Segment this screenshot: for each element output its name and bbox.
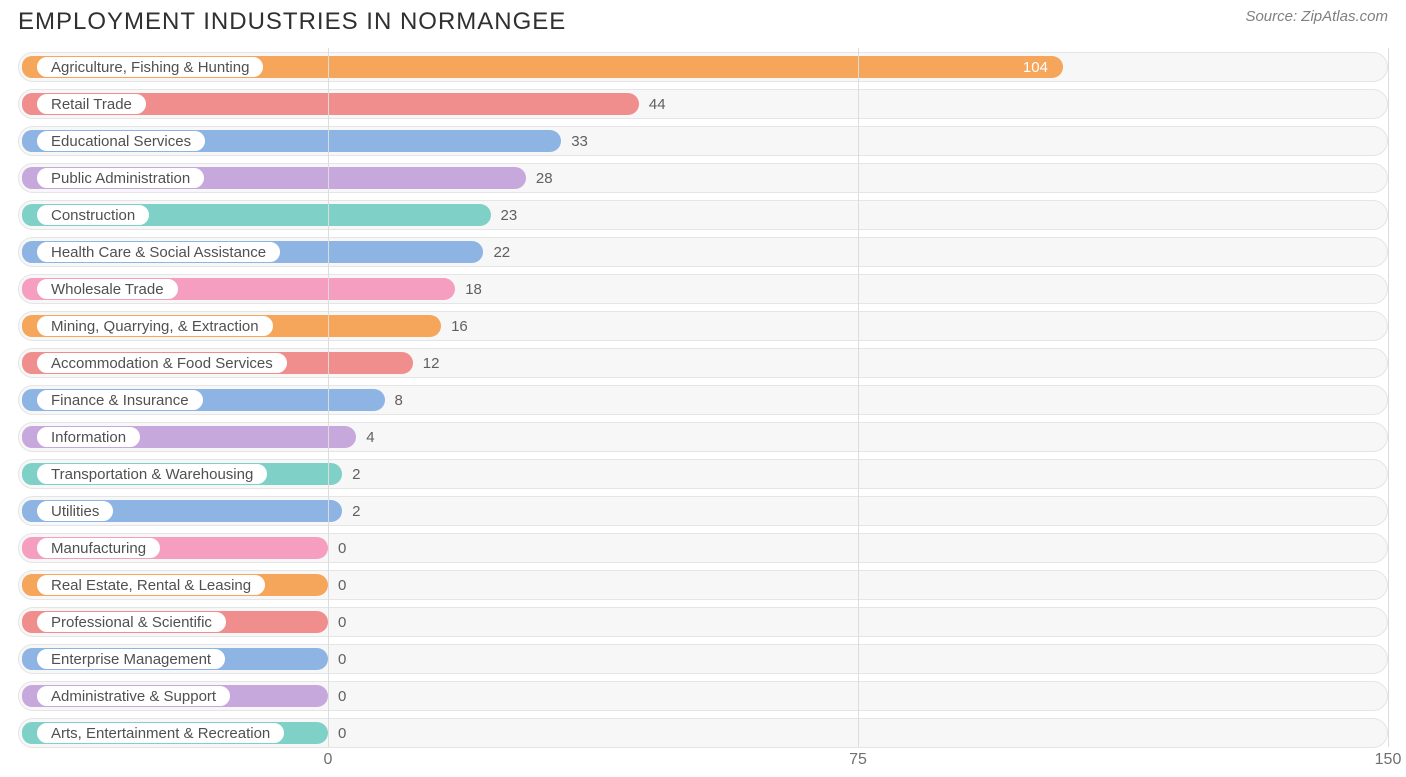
bar-value: 44: [649, 89, 666, 119]
chart-row: Manufacturing 0: [18, 533, 1388, 563]
bar-value: 2: [352, 496, 360, 526]
chart-area: Agriculture, Fishing & Hunting 104 Retail …: [18, 48, 1388, 747]
category-label: Transportation & Warehousing: [36, 463, 268, 485]
category-label: Retail Trade: [36, 93, 147, 115]
category-label: Public Administration: [36, 167, 205, 189]
category-label: Real Estate, Rental & Leasing: [36, 574, 266, 596]
bar-value: 33: [571, 126, 588, 156]
chart-row: Health Care & Social Assistance 22: [18, 237, 1388, 267]
category-label: Wholesale Trade: [36, 278, 179, 300]
category-label: Manufacturing: [36, 537, 161, 559]
category-label: Finance & Insurance: [36, 389, 204, 411]
chart-row: Public Administration 28: [18, 163, 1388, 193]
bar-value: 8: [395, 385, 403, 415]
bar-value: 0: [338, 644, 346, 674]
bar-value: 0: [338, 681, 346, 711]
chart-row: Real Estate, Rental & Leasing 0: [18, 570, 1388, 600]
category-label: Arts, Entertainment & Recreation: [36, 722, 285, 744]
category-label: Information: [36, 426, 141, 448]
chart-source: Source: ZipAtlas.com: [1245, 8, 1388, 25]
bar-value: 2: [352, 459, 360, 489]
bar-value: 0: [338, 607, 346, 637]
category-label: Administrative & Support: [36, 685, 231, 707]
bar-value: 0: [338, 718, 346, 748]
gridline: [858, 48, 859, 747]
chart-row: Enterprise Management 0: [18, 644, 1388, 674]
chart-row: Mining, Quarrying, & Extraction 16: [18, 311, 1388, 341]
chart-row: Finance & Insurance 8: [18, 385, 1388, 415]
bar-value: 0: [338, 570, 346, 600]
bar-value: 12: [423, 348, 440, 378]
category-label: Agriculture, Fishing & Hunting: [36, 56, 264, 78]
x-tick-label: 0: [324, 751, 333, 769]
chart-row: Wholesale Trade 18: [18, 274, 1388, 304]
chart-row: Agriculture, Fishing & Hunting 104: [18, 52, 1388, 82]
category-label: Health Care & Social Assistance: [36, 241, 281, 263]
chart-title: EMPLOYMENT INDUSTRIES IN NORMANGEE: [18, 8, 566, 36]
category-label: Accommodation & Food Services: [36, 352, 288, 374]
bar-value: 0: [338, 533, 346, 563]
category-label: Professional & Scientific: [36, 611, 227, 633]
chart-row: Utilities 2: [18, 496, 1388, 526]
category-label: Enterprise Management: [36, 648, 226, 670]
category-label: Utilities: [36, 500, 114, 522]
chart-rows: Agriculture, Fishing & Hunting 104 Retail …: [18, 48, 1388, 748]
chart-row: Educational Services 33: [18, 126, 1388, 156]
gridline: [328, 48, 329, 747]
bar-value: 18: [465, 274, 482, 304]
x-axis: 075150: [18, 751, 1388, 771]
chart-row: Arts, Entertainment & Recreation 0: [18, 718, 1388, 748]
bar-value: 104: [1023, 52, 1048, 82]
x-tick-label: 75: [849, 751, 867, 769]
chart-row: Administrative & Support 0: [18, 681, 1388, 711]
chart-row: Construction 23: [18, 200, 1388, 230]
category-label: Educational Services: [36, 130, 206, 152]
bar-value: 28: [536, 163, 553, 193]
x-tick-label: 150: [1375, 751, 1402, 769]
chart-row: Retail Trade 44: [18, 89, 1388, 119]
chart-row: Accommodation & Food Services 12: [18, 348, 1388, 378]
bar-value: 16: [451, 311, 468, 341]
bar-value: 23: [501, 200, 518, 230]
category-label: Mining, Quarrying, & Extraction: [36, 315, 274, 337]
chart-row: Professional & Scientific 0: [18, 607, 1388, 637]
chart-row: Information 4: [18, 422, 1388, 452]
gridline: [1388, 48, 1389, 747]
bar-value: 22: [493, 237, 510, 267]
category-label: Construction: [36, 204, 150, 226]
chart-row: Transportation & Warehousing 2: [18, 459, 1388, 489]
chart-header: EMPLOYMENT INDUSTRIES IN NORMANGEE Sourc…: [0, 0, 1406, 36]
bar-value: 4: [366, 422, 374, 452]
